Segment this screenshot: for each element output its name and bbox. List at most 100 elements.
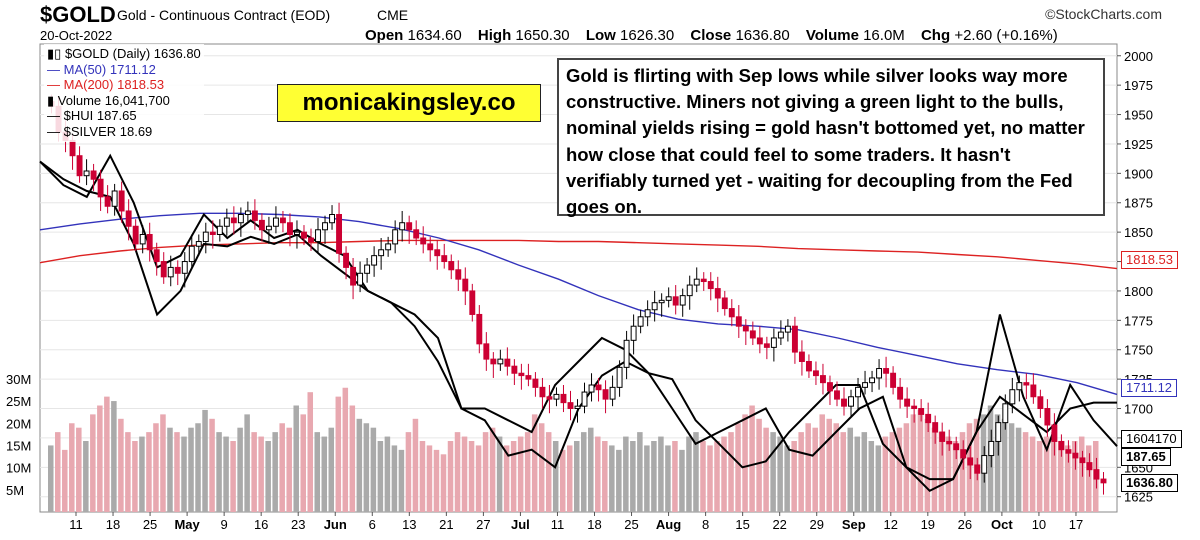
volume-bar: [76, 427, 82, 512]
volume-bar: [475, 445, 482, 512]
y-tick-label: 1900: [1124, 166, 1153, 181]
candle-body: [209, 231, 216, 235]
volume-bar: [265, 441, 271, 512]
volume-bar: [188, 427, 194, 512]
candle-body: [167, 266, 174, 278]
volume-bar: [651, 441, 657, 512]
volume-bar: [181, 436, 187, 512]
volume-bar: [819, 414, 825, 512]
ma50-price-tag: 1711.12: [1121, 379, 1178, 397]
candle-body: [272, 217, 279, 227]
legend-ma50: — MA(50) 1711.12: [47, 61, 156, 77]
y-tick-label: 1750: [1124, 343, 1153, 358]
volume-bar: [735, 423, 741, 512]
volume-bar: [55, 432, 61, 512]
candle-body: [616, 366, 623, 388]
candle-body: [1016, 382, 1023, 391]
candle-body: [946, 440, 953, 445]
candle-body: [83, 170, 90, 177]
volume-bar: [167, 427, 173, 512]
volume-bar: [1057, 441, 1064, 512]
candle-body: [798, 351, 805, 362]
candle-body: [869, 377, 876, 384]
volume-bar: [833, 423, 839, 512]
x-tick-label: 12: [884, 517, 898, 532]
x-tick-label: 25: [624, 517, 638, 532]
volume-bar: [482, 432, 489, 512]
candle-body: [322, 222, 328, 231]
volume-bar: [707, 445, 713, 512]
volume-label: Volume: [805, 27, 859, 44]
volume-tick-label: 10M: [6, 461, 31, 476]
volume-price-tag: 1604170: [1121, 430, 1182, 448]
volume-bar: [784, 445, 790, 512]
volume-bar: [104, 396, 110, 512]
open-label: Open: [365, 27, 404, 44]
volume-bar: [69, 423, 75, 512]
volume-bar: [195, 423, 201, 512]
volume-bar: [48, 445, 54, 512]
volume-tick-label: 30M: [6, 372, 31, 387]
candle-body: [350, 266, 357, 286]
legend-ma200: — MA(200) 1818.53: [47, 77, 165, 93]
volume-bar: [763, 427, 769, 512]
x-tick-label: 16: [254, 517, 268, 532]
volume-bar: [581, 432, 587, 512]
candle-body: [1058, 440, 1065, 451]
volume-bar: [503, 445, 510, 512]
candle-body: [399, 222, 406, 231]
candle-body: [455, 269, 462, 280]
volume-bar: [994, 414, 1001, 512]
volume-bar: [1043, 436, 1050, 512]
volume-bar: [623, 436, 629, 512]
volume-bar: [524, 432, 531, 512]
candle-body: [483, 343, 490, 360]
volume-bar: [237, 427, 243, 512]
candle-body: [756, 337, 763, 345]
volume-bar: [861, 432, 868, 512]
candle-body: [364, 264, 371, 274]
x-tick-label: 15: [735, 517, 749, 532]
contract-description: Gold - Continuous Contract (EOD): [117, 7, 331, 23]
candle-body: [1100, 478, 1107, 484]
candle-body: [202, 231, 209, 243]
high-label: High: [477, 27, 512, 44]
candle-body: [343, 252, 350, 268]
high-value: 1650.30: [515, 27, 570, 44]
volume-bar: [223, 436, 229, 512]
volume-bar: [938, 432, 945, 512]
candle-body: [462, 278, 469, 292]
volume-bar: [62, 449, 68, 512]
chart-date: 20-Oct-2022: [40, 28, 113, 43]
symbol-title: $GOLD: [40, 2, 116, 27]
volume-bar: [433, 449, 440, 512]
volume-bar: [805, 423, 811, 512]
volume-bar: [412, 418, 419, 512]
volume-bar: [552, 441, 559, 512]
volume-bar: [328, 427, 335, 512]
x-tick-label: 23: [291, 517, 305, 532]
candle-body: [69, 139, 76, 157]
volume-bar: [826, 418, 832, 512]
candle-body: [567, 402, 574, 410]
candle-body: [195, 241, 202, 247]
candle-body: [595, 384, 602, 391]
volume-bar: [468, 441, 475, 512]
candle-body: [988, 440, 995, 457]
candle-body: [188, 245, 195, 263]
volume-bar: [139, 436, 145, 512]
candle-body: [111, 190, 118, 207]
y-tick-label: 2000: [1124, 49, 1153, 64]
candle-body: [216, 225, 223, 235]
candle-body: [1079, 457, 1086, 464]
volume-bar: [749, 405, 755, 512]
candle-body: [406, 222, 413, 231]
candle-body: [434, 249, 441, 257]
ma50-line: [39, 212, 1118, 396]
candle-body: [125, 210, 132, 227]
volume-bar: [840, 432, 847, 512]
y-tick-label: 1925: [1124, 137, 1153, 152]
candle-body: [784, 325, 791, 333]
candle-body: [995, 422, 1002, 442]
volume-bar: [1071, 441, 1078, 512]
